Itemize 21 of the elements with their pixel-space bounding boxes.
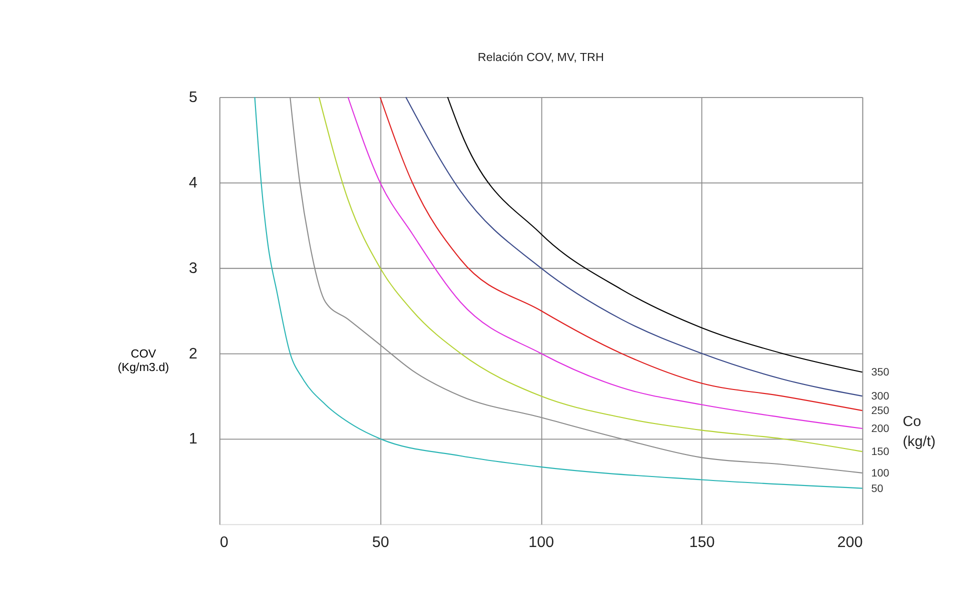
y-tick-label: 5	[188, 89, 198, 106]
x-tick-label: 50	[372, 534, 390, 552]
x-tick-label: 150	[689, 534, 715, 552]
x-tick-label: 100	[528, 534, 554, 552]
chart-title: Relación COV, MV, TRH	[478, 51, 604, 64]
y-axis-title: COV (Kg/m3.d)	[118, 347, 170, 374]
y-tick-label: 2	[188, 345, 198, 362]
line-series	[447, 96, 863, 373]
series-label: 350	[871, 366, 890, 379]
series-label: 250	[871, 405, 890, 418]
x-tick-label: 0	[220, 534, 228, 552]
series-label: 200	[871, 423, 890, 436]
y-tick-label: 3	[188, 260, 198, 277]
series-label: 100	[871, 468, 890, 480]
y-tick-label: 4	[188, 174, 198, 192]
series-label: 50	[871, 482, 884, 495]
series-label: 150	[871, 446, 890, 458]
y-tick-label: 1	[188, 430, 198, 448]
x-tick-label: 200	[837, 534, 863, 552]
series-label: 300	[871, 390, 890, 403]
legend-title: Co (kg/t)	[902, 414, 936, 450]
